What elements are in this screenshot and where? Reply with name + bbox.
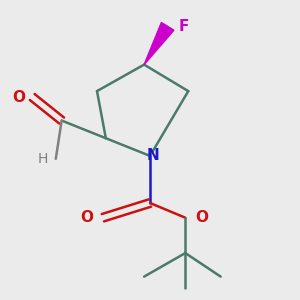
Polygon shape <box>144 22 174 64</box>
Text: O: O <box>13 89 26 104</box>
Text: F: F <box>179 19 189 34</box>
Text: O: O <box>80 210 93 225</box>
Text: H: H <box>37 152 48 166</box>
Text: O: O <box>195 210 208 225</box>
Text: N: N <box>147 148 159 164</box>
